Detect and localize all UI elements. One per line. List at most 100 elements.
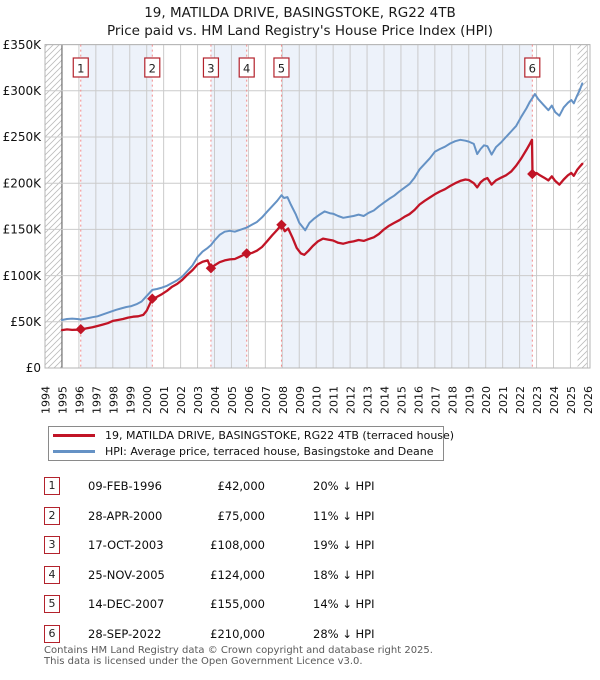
x-tick: 2008 — [277, 386, 290, 414]
sale-vs-hpi: 18% ↓ HPI — [313, 567, 375, 582]
y-tick-label: £150K — [3, 223, 43, 237]
sale-badge-number: 2 — [149, 62, 156, 76]
footer-line-2: This data is licensed under the Open Gov… — [44, 656, 363, 667]
sale-price: £210,000 — [210, 626, 265, 641]
x-tick-label: 2017 — [429, 386, 442, 414]
sale-marker-diamond — [147, 293, 158, 304]
x-tick-label: 2004 — [209, 386, 222, 414]
highlight-band — [80, 44, 153, 368]
x-tick-label: 2026 — [582, 386, 595, 414]
x-tick-label: 2013 — [362, 386, 375, 414]
sale-price: £42,000 — [217, 479, 265, 493]
x-tick-label: 2025 — [565, 386, 578, 414]
sale-date: 17-OCT-2003 — [88, 538, 164, 552]
x-tick: 2022 — [514, 386, 527, 414]
x-tick-label: 2021 — [497, 386, 510, 414]
sale-vs-hpi: 28% ↓ HPI — [313, 626, 375, 641]
price-paid-line-swatch — [53, 434, 95, 437]
x-tick: 2001 — [158, 386, 171, 414]
x-tick-label: 2022 — [514, 386, 527, 414]
sale-vs-hpi: 20% ↓ HPI — [313, 479, 375, 493]
sale-badge-box — [144, 57, 161, 78]
highlight-band — [281, 44, 533, 368]
hpi-series-line — [61, 82, 584, 321]
sale-row-6: 6 28-SEP-2022 £210,000 28% ↓ HPI — [44, 623, 564, 653]
sale-date: 14-DEC-2007 — [88, 597, 165, 611]
plot-frame — [44, 44, 591, 369]
sale-price: £155,000 — [210, 597, 265, 611]
x-tick: 1995 — [56, 386, 69, 414]
sale-price: £75,000 — [217, 508, 265, 523]
x-tick-label: 1998 — [107, 386, 120, 414]
sale-row-3: 3 17-OCT-2003 £108,000 19% ↓ HPI — [44, 534, 564, 564]
x-tick-label: 2018 — [446, 386, 459, 414]
y-tick-label: £200K — [3, 176, 43, 190]
x-tick-label: 2012 — [345, 386, 358, 414]
hpi-line-swatch — [53, 450, 95, 453]
x-tick-label: 2003 — [192, 386, 205, 414]
sale-date: 09-FEB-1996 — [88, 479, 162, 493]
x-tick-label: 1994 — [40, 386, 53, 414]
x-tick-label: 2019 — [463, 386, 476, 414]
x-tick-label: 2024 — [548, 386, 561, 414]
price-paid-series-line — [60, 138, 584, 332]
x-tick-label: 2010 — [311, 386, 324, 414]
sale-number-badge: 6 — [44, 624, 60, 643]
sale-badge-box — [72, 57, 89, 78]
sale-row-1: 1 09-FEB-1996 £42,000 20% ↓ HPI — [44, 475, 564, 505]
y-tick-label: £350K — [3, 38, 43, 52]
x-tick: 2019 — [463, 386, 476, 414]
page-title: 19, MATILDA DRIVE, BASINGSTOKE, RG22 4TB — [144, 5, 456, 21]
sale-badge-number: 4 — [243, 62, 250, 76]
x-tick: 2010 — [311, 386, 324, 414]
y-tick-label: £50K — [10, 315, 42, 329]
sale-price: £124,000 — [210, 567, 265, 582]
sale-vs-hpi: 14% ↓ HPI — [313, 597, 375, 611]
sale-date: 28-APR-2000 — [88, 508, 163, 523]
hatch-band — [45, 44, 62, 368]
x-tick: 2006 — [243, 386, 256, 414]
x-tick: 2018 — [446, 386, 459, 414]
x-tick: 2020 — [480, 386, 493, 414]
license-footer: Contains HM Land Registry data © Crown c… — [44, 645, 433, 667]
legend-label-price-paid: 19, MATILDA DRIVE, BASINGSTOKE, RG22 4TB… — [105, 429, 455, 442]
x-tick: 2021 — [497, 386, 510, 414]
y-tick-label: £250K — [3, 130, 43, 144]
sale-date: 25-NOV-2005 — [88, 567, 165, 582]
sale-marker-diamond — [205, 263, 217, 274]
x-tick-label: 2011 — [328, 386, 341, 414]
sale-marker-diamond — [241, 248, 252, 259]
x-tick: 2011 — [328, 386, 341, 414]
sale-badge-number: 3 — [207, 62, 214, 76]
x-tick-label: 1995 — [56, 386, 69, 414]
sale-badge-box — [273, 57, 290, 78]
sale-number-badge: 4 — [44, 565, 60, 584]
x-tick-label: 1999 — [124, 386, 137, 414]
x-tick: 2002 — [175, 386, 188, 414]
x-tick: 2025 — [565, 386, 578, 414]
sale-badge-box — [524, 57, 541, 78]
y-tick-label: £300K — [3, 84, 43, 98]
sale-date: 28-SEP-2022 — [88, 626, 162, 641]
x-tick: 2000 — [141, 386, 154, 414]
x-tick: 2024 — [548, 386, 561, 414]
x-tick: 2014 — [379, 386, 392, 414]
x-tick: 1999 — [124, 386, 137, 414]
legend-row-price-paid: 19, MATILDA DRIVE, BASINGSTOKE, RG22 4TB… — [49, 429, 454, 442]
x-tick-label: 2023 — [531, 386, 544, 414]
x-tick-label: 2007 — [260, 386, 273, 414]
sales-table: 1 09-FEB-1996 £42,000 20% ↓ HPI 2 28-APR… — [44, 475, 564, 652]
x-tick: 2012 — [345, 386, 358, 414]
x-tick: 2005 — [226, 386, 239, 414]
sale-number-badge: 5 — [44, 595, 60, 613]
x-tick-label: 2000 — [141, 386, 154, 414]
legend-label-hpi: HPI: Average price, terraced house, Basi… — [105, 445, 434, 458]
sale-row-5: 5 14-DEC-2007 £155,000 14% ↓ HPI — [44, 593, 564, 623]
x-tick: 1997 — [90, 386, 103, 414]
x-tick: 1994 — [40, 386, 53, 414]
x-tick-label: 2005 — [226, 386, 239, 414]
sale-number-badge: 2 — [44, 506, 60, 525]
legend-row-hpi: HPI: Average price, terraced house, Basi… — [49, 445, 443, 458]
x-tick-label: 2006 — [243, 386, 256, 414]
